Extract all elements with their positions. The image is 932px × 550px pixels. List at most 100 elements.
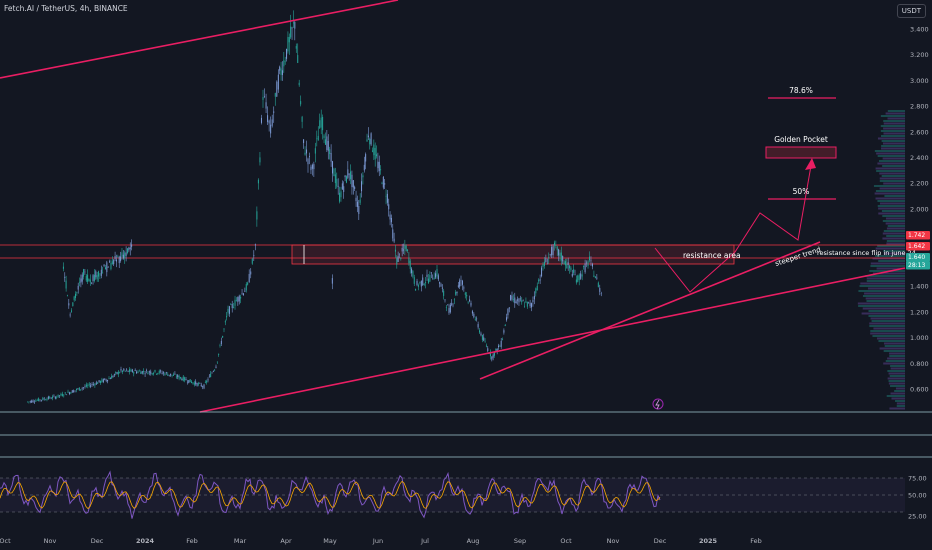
candle-body (148, 371, 150, 373)
candle-body (230, 304, 232, 305)
x-tick-label: Feb (186, 537, 198, 545)
volume-profile-bar (894, 390, 905, 392)
lightning-icon[interactable] (652, 398, 664, 410)
candle-body (422, 277, 424, 286)
candle-body (204, 382, 206, 383)
candle-body (97, 382, 99, 384)
volume-profile-bar (891, 397, 905, 400)
candle-body (290, 26, 292, 38)
y-tick-label: 2.400 (910, 154, 929, 162)
lightning-glyph (655, 399, 660, 410)
candle-body (491, 356, 493, 360)
x-tick-label: Jul (420, 537, 429, 545)
candle-body (524, 305, 526, 307)
candle-body (594, 276, 596, 279)
candle-body (98, 271, 100, 277)
candle-body (526, 301, 528, 307)
candle-body (327, 141, 329, 151)
volume-profile-bar (888, 382, 905, 385)
volume-profile-bar (874, 192, 905, 195)
candle-body (115, 372, 117, 373)
time-axis[interactable]: Oct Nov Dec 2024 Feb Mar Apr May Jun Jul Aug Sep Oct… (0, 537, 762, 545)
candle-body (224, 321, 226, 323)
candle-body (119, 372, 121, 374)
candle-body (32, 400, 34, 402)
candle-body (107, 267, 109, 268)
candle-body (549, 254, 551, 255)
candle-body (154, 370, 156, 372)
candle-body (510, 295, 512, 301)
candle-body (294, 22, 296, 29)
candle-body (380, 169, 382, 171)
candle-body (499, 346, 501, 347)
volume-profile-bar (884, 342, 905, 345)
candle-body (298, 82, 300, 86)
candle-body (114, 256, 116, 259)
volume-profile-bar (883, 230, 905, 232)
candle-body (147, 372, 149, 375)
candle-body (377, 161, 379, 169)
candle-body (423, 283, 425, 286)
candle-body (121, 370, 123, 373)
x-tick-label: Oct (560, 537, 572, 545)
candle-body (178, 375, 180, 379)
candle-body (88, 278, 90, 281)
volume-profile-bar (889, 375, 905, 377)
volume-profile-bar (870, 265, 905, 267)
fib-50-label: 50% (793, 187, 810, 196)
candle-body (350, 171, 352, 180)
candle-body (326, 136, 328, 151)
candle-body (451, 303, 453, 305)
candle-body (153, 373, 155, 375)
candle-body (330, 152, 332, 162)
rsi-indicator (0, 470, 661, 519)
candle-body (518, 298, 520, 303)
candle-body (208, 375, 210, 377)
price-label: 1.642 (908, 243, 925, 250)
fib-786-label: 78.6% (789, 86, 813, 95)
volume-profile-bar (883, 122, 905, 125)
candle-body (274, 93, 276, 97)
candle-body (264, 95, 266, 97)
volume-profile-bar (881, 147, 905, 150)
candle-body (276, 81, 278, 97)
price-axis[interactable]: 0.6000.8001.0001.2001.4001.6001.8002.000… (910, 25, 929, 393)
candle-body (126, 369, 128, 371)
currency-button[interactable]: USDT (896, 4, 926, 18)
candle-body (111, 375, 113, 379)
candle-body (94, 384, 96, 386)
candle-body (226, 315, 228, 318)
candle-body (415, 288, 417, 291)
candle-body (352, 180, 354, 188)
volume-profile-bar (865, 297, 905, 300)
candle-body (567, 262, 569, 265)
candle-body (182, 376, 184, 381)
candle-body (36, 399, 38, 401)
candle-body (270, 124, 272, 134)
volume-profile-bar (880, 130, 905, 132)
candle-body (359, 199, 361, 203)
candle-body (476, 318, 478, 320)
candle-body (460, 280, 462, 281)
volume-profile-bar (887, 357, 905, 360)
volume-profile-bar (887, 225, 905, 227)
candle-body (40, 399, 42, 401)
volume-profile-bar (888, 380, 905, 382)
candle-body (43, 398, 45, 400)
price-label: 28:13 (908, 262, 925, 269)
candle-body (42, 397, 44, 401)
candle-body (260, 117, 262, 123)
candle-body (50, 398, 52, 400)
y-tick-label: 3.200 (910, 51, 929, 59)
volume-profile-bar (873, 272, 905, 275)
candle-body (539, 279, 541, 281)
candle-body (429, 275, 431, 282)
candle-body (110, 263, 112, 270)
candle-body (61, 393, 63, 397)
candle-body (382, 176, 384, 188)
candle-body (268, 120, 270, 124)
candle-body (140, 371, 142, 375)
candle-body (320, 117, 322, 128)
candle-body (104, 267, 106, 270)
